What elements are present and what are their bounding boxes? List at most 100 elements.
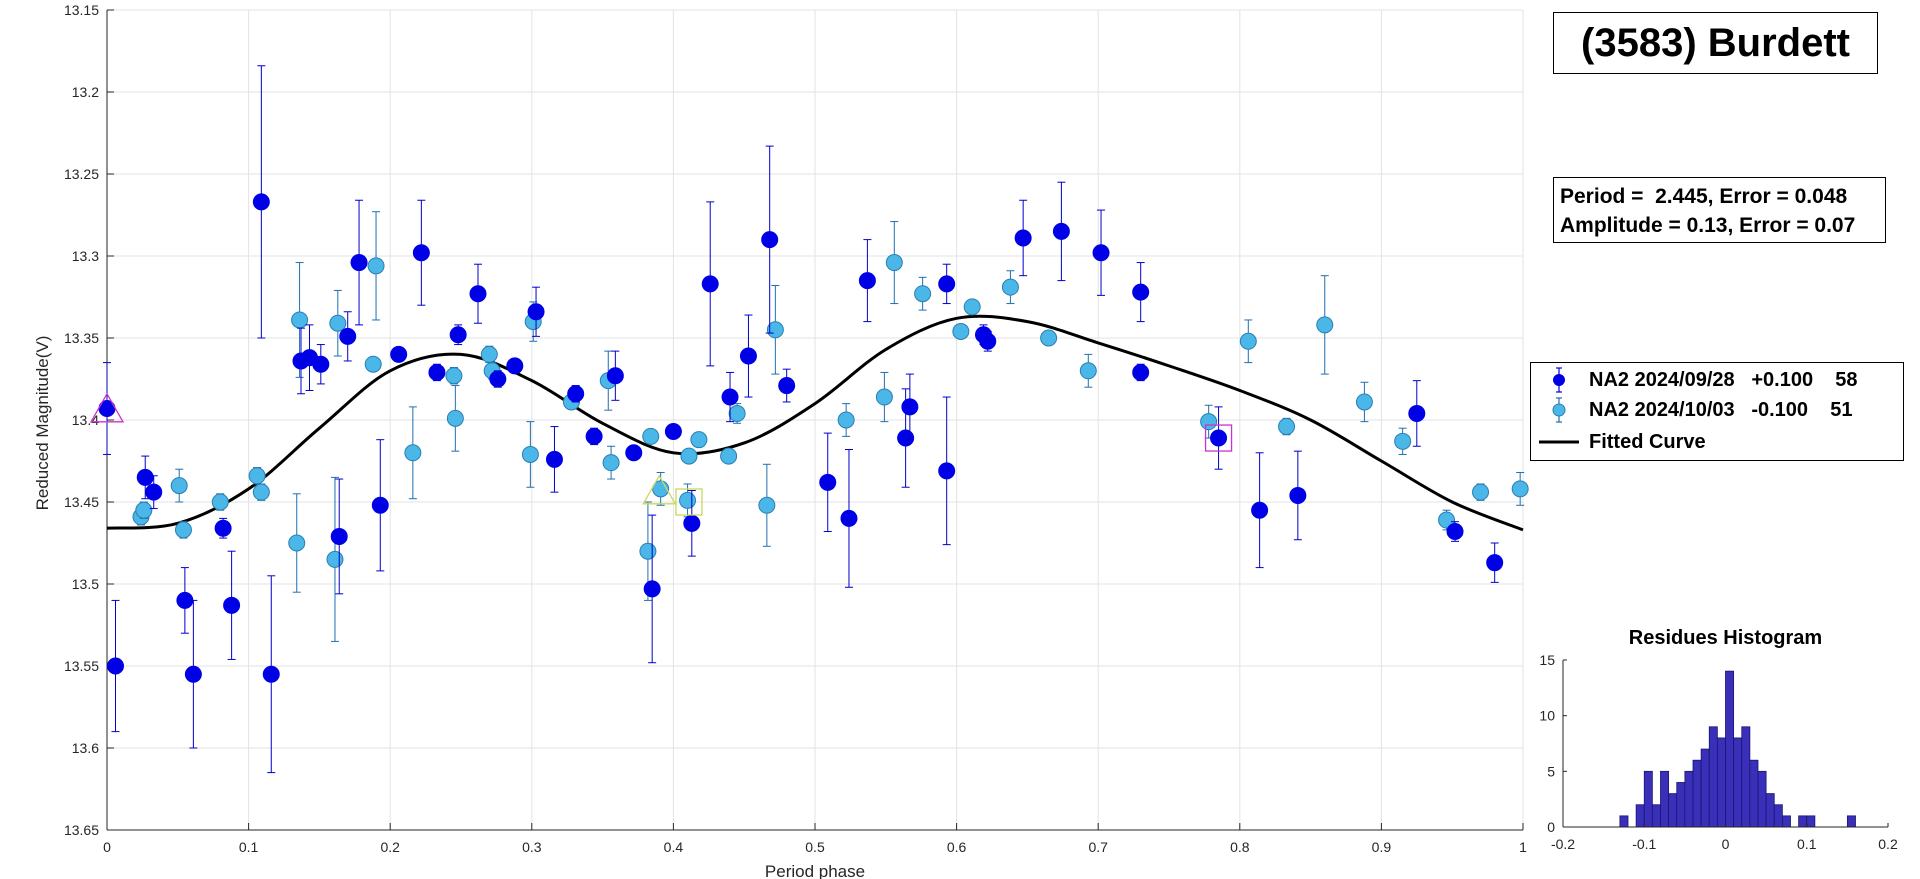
histogram-bar: [1643, 770, 1653, 828]
point-marker: [1278, 418, 1296, 436]
legend-entry-fitted-curve: Fitted Curve: [1531, 427, 1903, 457]
point-marker: [326, 550, 344, 568]
point-marker: [412, 244, 430, 262]
point-marker: [1239, 332, 1257, 350]
point-marker: [223, 596, 241, 614]
point-marker: [262, 665, 280, 683]
data-point-session2: [364, 355, 382, 373]
data-point-session2: [1511, 471, 1529, 506]
y-tick-label: 13.6: [72, 740, 99, 756]
data-point-session1: [901, 373, 919, 441]
point-marker: [1210, 429, 1228, 447]
x-tick-label: 0.3: [522, 839, 542, 855]
point-marker: [680, 447, 698, 465]
histogram-bar: [1725, 670, 1735, 828]
data-point-session2: [174, 521, 192, 539]
legend-label-session2: NA2 2024/10/03 -0.100 51: [1589, 399, 1853, 421]
hist-x-tick-label: -0.2: [1551, 836, 1575, 852]
point-marker: [639, 542, 657, 560]
point-marker: [390, 345, 408, 363]
point-marker: [371, 496, 389, 514]
data-point-session2: [720, 447, 738, 465]
histogram-bar: [1781, 815, 1791, 828]
data-point-session2: [952, 322, 970, 340]
point-marker: [1132, 283, 1150, 301]
data-point-session1: [1132, 363, 1150, 382]
histogram-bar: [1676, 782, 1686, 828]
data-point-session1: [489, 370, 507, 388]
data-point-session2: [758, 463, 776, 547]
point-marker: [819, 473, 837, 491]
histogram-bar: [1846, 815, 1856, 828]
y-tick-label: 13.2: [72, 84, 99, 100]
data-point-session1: [98, 362, 116, 455]
point-marker: [701, 275, 719, 293]
point-marker: [938, 275, 956, 293]
point-marker: [329, 314, 347, 332]
point-marker: [761, 231, 779, 249]
data-point-session2: [1394, 427, 1412, 455]
legend-label-session1: NA2 2024/09/28 +0.100 58: [1589, 369, 1858, 391]
point-marker: [545, 450, 563, 468]
data-point-session2: [480, 345, 498, 364]
data-point-session1: [262, 575, 280, 774]
point-marker: [350, 254, 368, 272]
data-point-session1: [701, 201, 719, 367]
data-point-session2: [837, 403, 855, 437]
point-marker: [1079, 362, 1097, 380]
point-marker: [1408, 404, 1426, 422]
histogram-bar: [1668, 793, 1678, 828]
point-marker: [1316, 316, 1334, 334]
data-point-session1: [938, 396, 956, 546]
data-point-session1: [683, 490, 701, 557]
point-marker: [885, 254, 903, 272]
x-tick-label: 0.9: [1372, 839, 1392, 855]
data-point-session2: [690, 431, 708, 449]
histogram-bar: [1757, 770, 1767, 828]
point-marker: [330, 527, 348, 545]
point-marker: [840, 509, 858, 527]
data-point-session2: [766, 285, 784, 375]
point-marker: [875, 388, 893, 406]
data-point-session1: [625, 444, 643, 462]
data-point-session1: [506, 357, 524, 375]
data-point-session1: [339, 311, 357, 362]
data-point-session1: [1052, 181, 1070, 282]
data-point-session1: [721, 371, 739, 423]
point-marker: [664, 422, 682, 440]
hist-y-tick-label: 0: [1547, 819, 1555, 835]
point-marker: [1446, 523, 1464, 541]
data-point-session1: [312, 344, 330, 385]
data-points: [98, 65, 1529, 774]
histogram-bar: [1716, 737, 1726, 828]
point-marker: [184, 665, 202, 683]
point-marker: [1014, 229, 1032, 247]
point-marker: [963, 298, 981, 316]
point-marker: [291, 311, 309, 329]
legend-dot-light-blue: [1552, 397, 1566, 423]
point-marker: [367, 257, 385, 275]
point-marker: [901, 398, 919, 416]
data-point-session1: [184, 599, 202, 749]
point-marker: [214, 519, 232, 537]
data-point-session2: [211, 493, 229, 511]
special-markers: [89, 392, 1233, 516]
point-marker: [145, 483, 163, 501]
data-point-session1: [1486, 542, 1504, 583]
histogram-bar: [1619, 815, 1629, 828]
data-point-session1: [527, 286, 545, 337]
point-marker: [679, 491, 697, 509]
histogram-bar: [1765, 793, 1775, 828]
histogram-bar: [1773, 804, 1783, 828]
hist-y-tick-label: 15: [1539, 652, 1555, 668]
data-point-session1: [643, 514, 661, 664]
point-marker: [1486, 554, 1504, 572]
x-tick-label: 0.1: [239, 839, 259, 855]
point-marker: [690, 431, 708, 449]
data-point-session2: [1239, 319, 1257, 364]
point-marker: [766, 321, 784, 339]
point-marker: [625, 444, 643, 462]
data-point-session2: [963, 298, 981, 316]
histogram-bar: [1635, 804, 1645, 828]
data-point-session2: [404, 406, 422, 500]
